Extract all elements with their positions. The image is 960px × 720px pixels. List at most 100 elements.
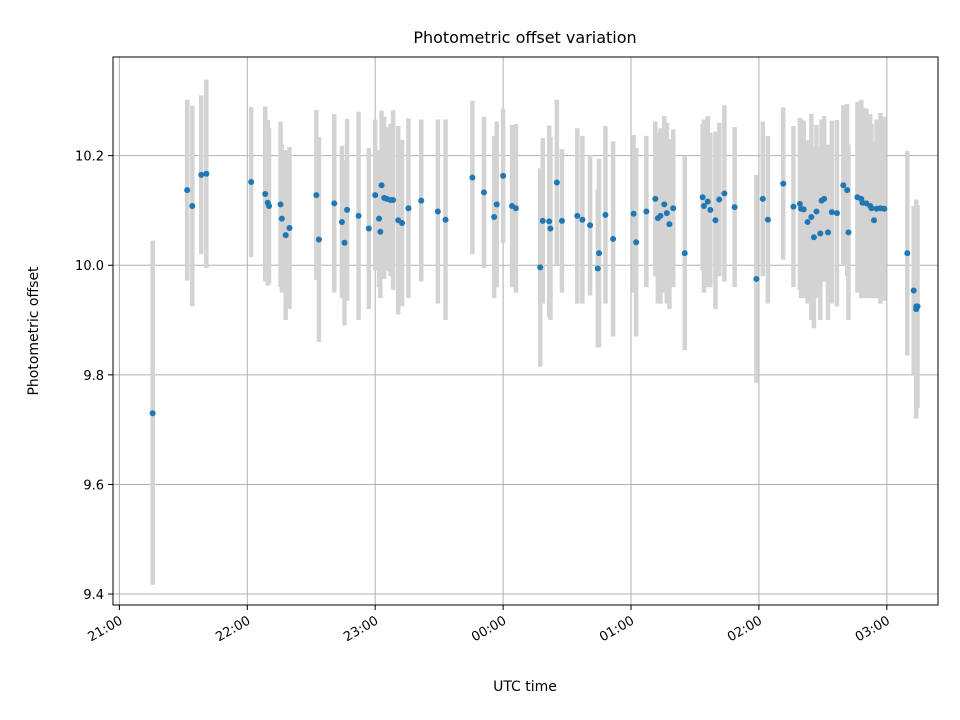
data-point: [266, 203, 273, 210]
data-point: [610, 235, 617, 242]
data-point: [574, 212, 581, 219]
data-point: [500, 172, 507, 179]
data-points: [149, 170, 921, 417]
data-point: [790, 203, 797, 210]
y-tick-label: 10.0: [75, 259, 104, 274]
data-point: [633, 239, 640, 246]
data-point: [539, 217, 546, 224]
data-point: [630, 210, 637, 217]
data-point: [670, 205, 677, 212]
data-point: [759, 195, 766, 202]
data-point: [491, 214, 498, 221]
data-point: [881, 205, 888, 212]
data-point: [418, 197, 425, 204]
data-point: [817, 230, 824, 237]
y-tick-label: 9.4: [83, 588, 104, 603]
data-point: [699, 194, 706, 201]
data-point: [643, 208, 650, 215]
data-point: [587, 222, 594, 229]
data-point: [804, 218, 811, 225]
data-point: [707, 206, 714, 213]
data-point: [149, 410, 156, 417]
data-point: [914, 303, 921, 310]
plot-frame: [112, 56, 939, 606]
data-point: [731, 204, 738, 211]
data-point: [596, 250, 603, 257]
data-point: [203, 170, 210, 177]
data-point: [493, 201, 500, 208]
data-point: [338, 218, 345, 225]
data-point: [681, 250, 688, 257]
data-point: [344, 206, 351, 213]
data-point: [442, 216, 449, 223]
data-point: [405, 205, 412, 212]
data-point: [825, 229, 831, 236]
data-point: [712, 217, 719, 224]
data-point: [840, 182, 847, 189]
data-point: [666, 221, 673, 228]
data-point: [579, 216, 586, 223]
data-point: [372, 192, 379, 199]
data-point: [721, 190, 728, 197]
data-point: [821, 195, 828, 202]
data-point: [434, 208, 441, 215]
data-point: [553, 179, 560, 186]
data-point: [796, 200, 803, 207]
data-point: [286, 224, 293, 231]
data-point: [868, 205, 875, 212]
data-point: [871, 217, 878, 224]
data-point: [780, 180, 787, 187]
data-point: [716, 196, 723, 203]
data-point: [704, 198, 711, 205]
data-point: [399, 220, 406, 227]
data-point: [315, 236, 322, 243]
data-point: [764, 216, 771, 223]
data-point: [390, 197, 397, 204]
data-point: [808, 214, 815, 221]
y-tick-label: 9.8: [83, 369, 104, 384]
data-point: [828, 209, 835, 216]
data-point: [652, 195, 659, 202]
data-point: [512, 205, 519, 212]
data-point: [661, 201, 668, 208]
data-point: [800, 206, 807, 213]
data-point: [355, 212, 362, 219]
data-point: [537, 264, 544, 271]
data-point: [844, 187, 851, 194]
data-point: [845, 229, 852, 236]
data-point: [262, 191, 269, 197]
data-point: [376, 215, 383, 222]
y-axis-label: Photometric offset: [26, 266, 42, 396]
data-point: [657, 212, 664, 219]
data-point: [377, 228, 384, 235]
data-point: [278, 215, 285, 222]
data-point: [558, 217, 565, 224]
data-point: [813, 208, 820, 215]
data-point: [248, 178, 255, 185]
x-axis-label: UTC time: [493, 679, 557, 695]
data-point: [313, 192, 320, 199]
data-point: [594, 265, 601, 272]
data-point: [753, 275, 760, 282]
data-point: [184, 187, 191, 194]
data-point: [810, 234, 817, 241]
data-point: [277, 201, 284, 208]
data-point: [663, 210, 670, 217]
data-point: [282, 232, 289, 239]
data-point: [904, 250, 911, 257]
data-point: [378, 182, 385, 189]
data-point: [833, 210, 840, 217]
data-point: [910, 287, 917, 294]
data-point: [602, 211, 609, 218]
data-point: [546, 218, 553, 225]
data-point: [189, 203, 196, 210]
data-point: [198, 171, 205, 178]
data-point: [547, 225, 554, 232]
chart-title: Photometric offset variation: [413, 28, 636, 47]
y-tick-label: 9.6: [83, 478, 104, 493]
data-point: [480, 189, 487, 196]
y-tick-label: 10.2: [75, 150, 104, 165]
data-point: [469, 174, 476, 181]
